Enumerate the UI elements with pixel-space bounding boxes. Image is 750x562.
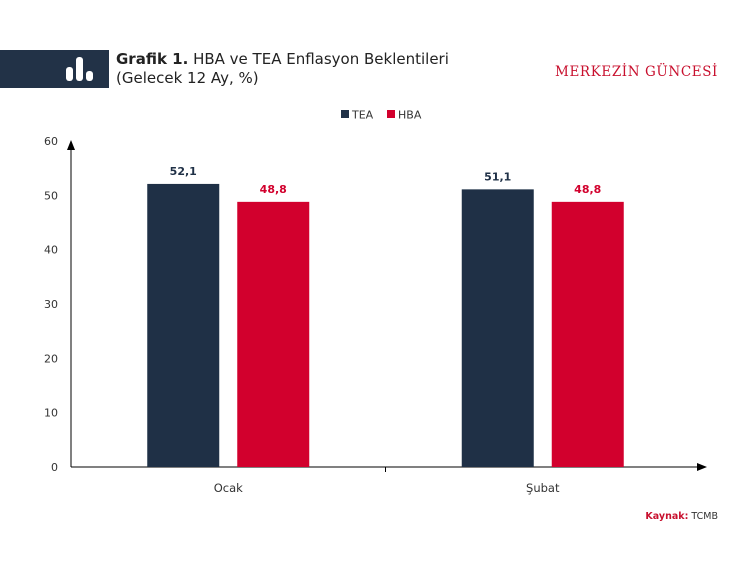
y-tick-label: 20	[44, 352, 58, 365]
y-tick-label: 10	[44, 407, 58, 420]
source-value: TCMB	[691, 511, 718, 522]
legend-swatch-tea	[341, 110, 349, 118]
legend-swatch-hba	[387, 110, 395, 118]
chart-title-block: Grafik 1. HBA ve TEA Enflasyon Beklentil…	[116, 50, 449, 88]
x-category-label: Ocak	[214, 481, 243, 495]
source-label: Kaynak:	[645, 511, 689, 522]
y-tick-label: 50	[44, 189, 58, 202]
x-category-label: Şubat	[526, 481, 560, 495]
header-band	[0, 50, 109, 88]
legend-label-hba: HBA	[398, 109, 422, 122]
data-label-tea: 52,1	[170, 165, 197, 178]
bar-tea	[147, 183, 220, 467]
brand-logo-text: MERKEZİN GÜNCESİ	[555, 64, 718, 80]
chart-title-text: HBA ve TEA Enflasyon Beklentileri	[193, 50, 449, 68]
y-tick-label: 40	[44, 244, 58, 257]
y-tick-label: 30	[44, 298, 58, 311]
data-label-hba: 48,8	[574, 183, 601, 196]
bar-chart-icon	[66, 57, 93, 81]
data-label-hba: 48,8	[260, 183, 287, 196]
legend-label-tea: TEA	[351, 109, 374, 122]
chart-subtitle: (Gelecek 12 Ay, %)	[116, 69, 259, 87]
y-tick-label: 60	[44, 135, 58, 148]
chart-title-number: Grafik 1.	[116, 50, 189, 68]
y-axis-arrow	[67, 140, 75, 150]
x-axis-arrow	[697, 463, 707, 471]
chart-title: Grafik 1. HBA ve TEA Enflasyon Beklentil…	[116, 50, 449, 69]
source-note: Kaynak: TCMB	[645, 511, 718, 522]
bar-tea	[461, 189, 534, 467]
bar-hba	[237, 201, 310, 467]
bar-hba	[551, 201, 624, 467]
data-label-tea: 51,1	[484, 170, 511, 183]
y-tick-label: 0	[51, 461, 58, 474]
